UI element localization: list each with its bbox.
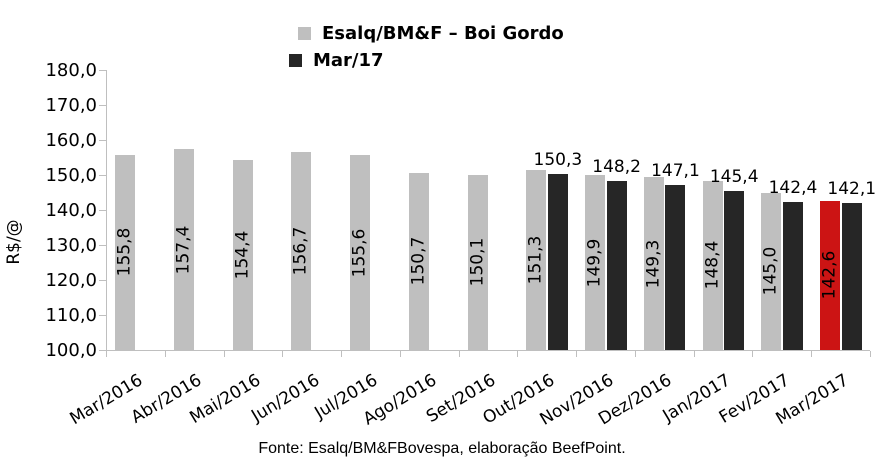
bar-value-label-esalq: 156,7	[290, 226, 311, 276]
bar-esalq	[702, 180, 723, 350]
x-tick	[399, 351, 401, 357]
y-tick	[99, 210, 106, 211]
bar-esalq	[291, 151, 312, 350]
bar-esalq	[820, 200, 841, 350]
bar-value-label-esalq: 145,0	[760, 246, 781, 296]
x-tick	[517, 351, 519, 357]
bar-value-label-mar17: 145,4	[709, 167, 759, 188]
y-tick	[99, 315, 106, 316]
y-tick-label: 120,0	[45, 269, 97, 291]
plot-area: 180,0 170,0 160,0 150,0 140,0 130,0 120,0 110,0…	[45, 60, 876, 430]
y-tick-label: 160,0	[45, 129, 97, 151]
bar-esalq	[408, 172, 429, 350]
x-tick	[341, 351, 343, 357]
y-tick-label: 100,0	[45, 339, 97, 361]
y-tick	[99, 280, 106, 281]
y-tick-label: 180,0	[45, 59, 97, 81]
bar-value-label-esalq: 155,6	[349, 228, 370, 278]
x-tick	[752, 351, 754, 357]
y-tick-label: 130,0	[45, 234, 97, 256]
x-axis-line	[106, 350, 870, 351]
legend-label-mar17: Mar/17	[313, 49, 384, 71]
bar-value-label-esalq: 155,8	[114, 228, 135, 277]
y-tick	[99, 350, 106, 351]
bar-esalq	[643, 177, 664, 350]
x-tick	[458, 351, 460, 357]
y-axis-line	[106, 70, 107, 351]
y-tick	[99, 105, 106, 106]
bar-value-label-mar17: 147,1	[651, 161, 700, 182]
bar-mar17	[782, 201, 803, 350]
y-tick-label: 170,0	[45, 94, 97, 116]
x-tick	[634, 351, 636, 357]
legend-item-mar17: Mar/17	[289, 47, 564, 74]
x-tick	[693, 351, 695, 357]
bar-value-label-esalq: 157,4	[173, 225, 194, 274]
bar-mar17	[547, 173, 568, 350]
x-tick	[811, 351, 813, 357]
bar-value-label-mar17: 142,4	[768, 177, 818, 198]
bar-mar17	[606, 181, 627, 350]
y-tick	[99, 70, 106, 71]
y-axis-title: R$/@	[4, 219, 24, 265]
bar-esalq	[585, 175, 606, 350]
bar-value-label-esalq: 149,9	[584, 238, 605, 288]
legend-label-esalq: Esalq/BM&F – Boi Gordo	[322, 22, 564, 44]
bar-esalq	[232, 159, 253, 350]
y-tick-label: 150,0	[45, 164, 97, 186]
bar-value-label-mar17: 142,1	[827, 178, 877, 199]
x-tick	[106, 351, 107, 357]
y-tick-label: 110,0	[45, 304, 97, 326]
bar-esalq	[350, 155, 371, 350]
x-tick	[870, 351, 871, 357]
bar-esalq	[467, 174, 488, 350]
x-tick	[576, 351, 578, 357]
bar-mar17	[665, 185, 686, 350]
bar-value-label-esalq: 150,1	[467, 237, 488, 287]
bar-value-label-esalq: 150,7	[408, 236, 429, 286]
y-tick-label: 140,0	[45, 199, 97, 221]
y-tick	[99, 245, 106, 246]
legend-item-esalq: Esalq/BM&F – Boi Gordo	[298, 20, 564, 47]
legend: Esalq/BM&F – Boi Gordo Mar/17	[289, 20, 564, 74]
bar-esalq	[173, 149, 194, 350]
source-note: Fonte: Esalq/BM&FBovespa, elaboração Bee…	[258, 440, 626, 457]
bar-value-label-esalq: 148,4	[702, 240, 723, 290]
bar-mar17	[841, 202, 862, 350]
bar-value-label-mar17: 150,3	[533, 149, 583, 170]
bar-mar17	[724, 191, 745, 350]
bar-value-label-mar17: 148,2	[592, 157, 641, 178]
y-tick	[99, 175, 106, 176]
bar-esalq	[526, 170, 547, 350]
bar-value-label-esalq: 142,6	[819, 251, 840, 300]
bar-esalq	[115, 154, 135, 350]
bar-value-label-esalq: 151,3	[525, 235, 546, 285]
y-tick	[99, 140, 106, 141]
x-tick	[164, 351, 166, 357]
legend-swatch-esalq	[298, 27, 311, 40]
legend-swatch-mar17	[289, 54, 302, 67]
bar-value-label-esalq: 154,4	[232, 230, 253, 280]
x-tick	[282, 351, 284, 357]
x-tick	[223, 351, 225, 357]
bar-esalq	[761, 192, 782, 350]
bar-value-label-esalq: 149,3	[643, 239, 664, 289]
